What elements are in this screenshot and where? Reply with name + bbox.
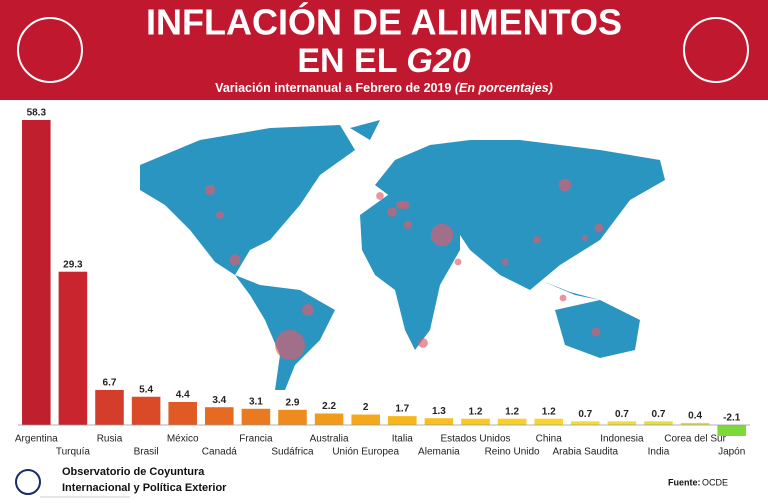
x-tick-label: Rusia: [97, 434, 123, 445]
value-label: 1.2: [469, 406, 483, 417]
bubble: [396, 201, 404, 209]
bar: [314, 413, 344, 425]
x-tick-label: Canadá: [202, 447, 237, 458]
bubble: [204, 184, 216, 196]
x-tick-label: Italia: [392, 434, 414, 445]
bubble: [454, 258, 462, 266]
bar: [388, 416, 417, 425]
bubble: [418, 338, 428, 348]
bubble: [591, 327, 601, 337]
footer-org: Internacional y Política Exterior: [62, 482, 227, 494]
bar: [351, 414, 380, 425]
bar: [534, 418, 563, 425]
bar: [497, 418, 527, 425]
bar: [205, 407, 234, 425]
bubble: [559, 294, 567, 302]
x-tick-label: Brasil: [134, 447, 159, 458]
value-label: 0.7: [652, 409, 666, 420]
subtitle: Variación internanual a Febrero de 2019 …: [215, 81, 553, 95]
bubble: [581, 234, 589, 242]
value-label: 58.3: [27, 108, 47, 119]
value-label: 3.1: [249, 396, 263, 407]
value-label: 0.7: [615, 409, 629, 420]
x-tick-label: Francia: [239, 434, 273, 445]
value-label: 2.2: [322, 401, 336, 412]
title-emphasis: G20: [406, 42, 470, 80]
chart-title: INFLACIÓN DE ALIMENTOS: [146, 1, 622, 43]
bubble: [558, 178, 572, 192]
bubble: [430, 223, 454, 247]
x-tick-label: Turquía: [56, 447, 91, 458]
value-label: 3.4: [212, 395, 226, 406]
bubble: [594, 223, 604, 233]
x-tick-label: India: [648, 447, 670, 458]
bubble: [376, 192, 384, 200]
value-label: 2.9: [286, 397, 300, 408]
bar: [241, 408, 271, 425]
x-tick-label: Estados Unidos: [440, 434, 510, 445]
bar: [424, 418, 454, 425]
value-label: 2: [363, 402, 369, 413]
value-label: -2.1: [723, 413, 741, 424]
bubbles: [204, 178, 604, 360]
subtitle-text: Variación internanual a Febrero de 2019: [215, 81, 451, 95]
x-tick-label: Japón: [718, 447, 745, 458]
source: OCDE: [702, 477, 728, 487]
x-tick-label: Corea del Sur: [664, 434, 726, 445]
bar: [717, 425, 746, 436]
x-tick-label: Argentina: [15, 434, 58, 445]
bar: [22, 120, 51, 425]
x-tick-label: Reino Unido: [485, 447, 540, 458]
footer-logo: [15, 469, 41, 495]
bar: [278, 409, 307, 425]
bubble: [533, 236, 541, 244]
bar: [131, 396, 161, 425]
x-tick-label: México: [167, 434, 199, 445]
x-tick-label: Indonesia: [600, 434, 644, 445]
bar: [58, 271, 88, 425]
x-tick-label: Unión Europea: [332, 447, 399, 458]
bubble: [403, 220, 413, 230]
value-label: 1.2: [505, 406, 519, 417]
value-label: 6.7: [103, 378, 117, 389]
footer-org: Observatorio de Coyuntura: [62, 466, 205, 478]
bar: [168, 401, 197, 425]
value-label: 5.4: [139, 384, 153, 395]
bar: [461, 418, 490, 425]
bubble: [387, 207, 397, 217]
value-label: 1.2: [542, 406, 556, 417]
value-label: 1.3: [432, 406, 446, 417]
bubble: [275, 330, 305, 360]
bubble: [229, 254, 241, 266]
x-tick-label: Arabia Saudita: [552, 447, 618, 458]
source-label: Fuente:: [668, 477, 701, 487]
logo: [17, 17, 749, 83]
bubble: [302, 304, 314, 316]
bar: [571, 421, 600, 425]
bar: [680, 422, 710, 425]
x-tick-label: Sudáfrica: [271, 447, 314, 458]
x-tick-label: Australia: [310, 434, 349, 445]
world-map: [140, 120, 665, 390]
header: [0, 0, 768, 100]
value-label: 0.4: [688, 411, 702, 422]
value-label: 1.7: [395, 404, 409, 415]
value-label: 29.3: [63, 259, 83, 270]
value-label: 0.7: [578, 409, 592, 420]
bubble: [501, 258, 509, 266]
x-tick-label: China: [536, 434, 563, 445]
bubble: [216, 211, 224, 219]
value-label: 4.4: [176, 390, 190, 401]
bar: [644, 421, 673, 425]
chart-title: EN EL G20: [297, 42, 470, 80]
bar: [607, 421, 637, 425]
bar: [95, 389, 124, 425]
title-text: EN EL: [297, 42, 406, 80]
subtitle-note: (En porcentajes): [455, 81, 553, 95]
x-tick-label: Alemania: [418, 447, 460, 458]
